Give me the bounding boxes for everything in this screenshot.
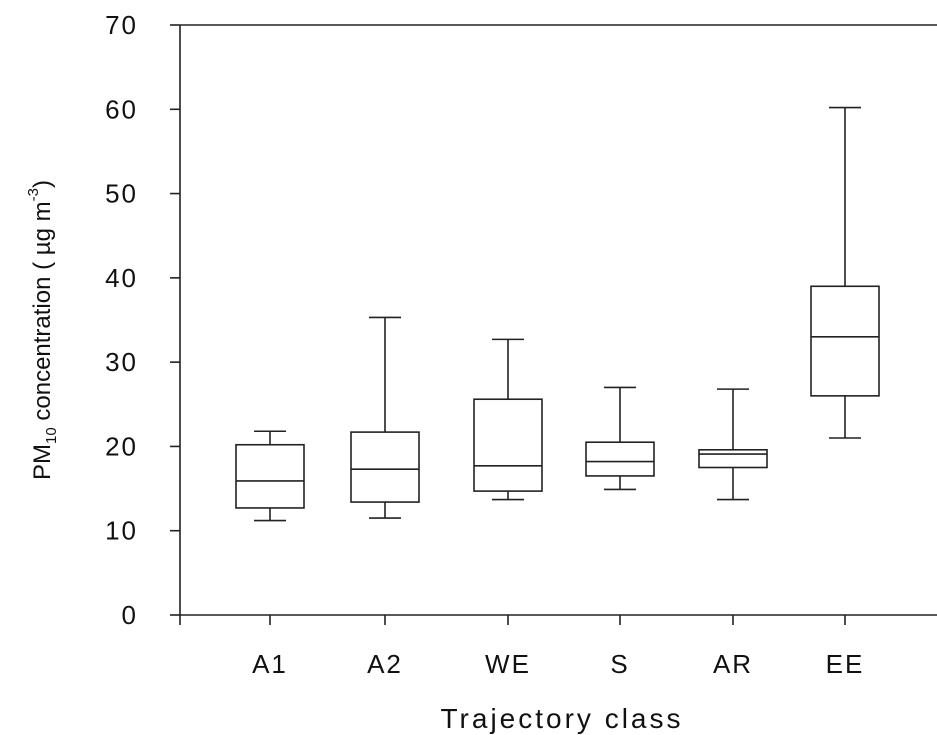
boxes	[235, 106, 880, 522]
box-a1	[235, 430, 305, 522]
y-tick-label: 50	[105, 179, 138, 209]
y-tick-label: 20	[105, 431, 138, 461]
iqr-box	[585, 441, 655, 477]
x-tick-label: AR	[713, 649, 753, 679]
y-axis-title-superscript: -3	[25, 188, 42, 201]
iqr-box	[350, 431, 420, 503]
x-tick-label: S	[610, 649, 629, 679]
y-tick-label: 40	[105, 263, 138, 293]
iqr-box	[473, 398, 543, 492]
box-s	[585, 386, 655, 491]
y-tick-label: 60	[105, 94, 138, 124]
y-axis-title-prefix: PM	[29, 444, 56, 480]
iqr-box	[698, 448, 768, 469]
box-ee	[810, 106, 880, 439]
box-we	[473, 338, 543, 501]
box-a2	[350, 316, 420, 519]
box-ar	[698, 388, 768, 501]
axes	[179, 24, 937, 616]
y-axis-title-suffix: )	[29, 180, 56, 188]
x-tick-label: A1	[252, 649, 288, 679]
y-axis-title-subscript: 10	[43, 427, 60, 444]
x-axis-title: Trajectory class	[440, 703, 683, 734]
iqr-box	[810, 285, 880, 397]
iqr-box	[235, 443, 305, 509]
y-tick-label: 70	[105, 10, 138, 40]
x-tick-label: WE	[485, 649, 531, 679]
y-tick-label: 10	[105, 516, 138, 546]
x-tick-label: EE	[826, 649, 865, 679]
y-axis-ticks: 0 10 20 30 40 50 60 70	[105, 10, 180, 630]
y-tick-label: 30	[105, 347, 138, 377]
y-axis-title-main: concentration ( µg m	[29, 201, 56, 427]
x-axis-ticks: A1 A2 WE S AR EE	[179, 615, 865, 679]
y-axis-title: PM10 concentration ( µg m-3)	[25, 180, 60, 480]
y-tick-label: 0	[122, 600, 138, 630]
x-tick-label: A2	[367, 649, 403, 679]
